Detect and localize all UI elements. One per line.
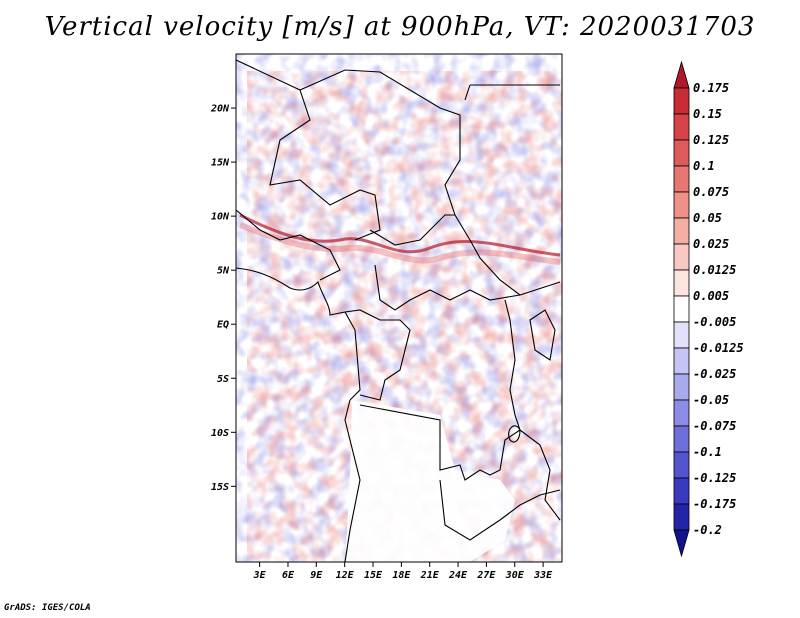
colorbar-label: -0.1 [693,445,722,459]
colorbar-label: 0.0125 [693,263,736,277]
colorbar-swatch [673,243,690,271]
colorbar-label: 0.075 [693,185,729,199]
colorbar-swatch [673,451,690,479]
lon-tick-label: 18E [392,570,411,581]
lon-tick-label: 15E [364,570,383,581]
country-borders [235,59,561,563]
field-shading [236,54,562,562]
colorbar-label: -0.125 [693,471,736,485]
colorbar-swatch [673,347,690,375]
colorbar-swatch [673,191,690,219]
lon-tick-label: 6E [282,570,295,581]
colorbar-swatch [673,295,690,323]
longitude-axis: 3E 6E 9E 12E 15E 18E 21E 24E 27E 30E 33E [253,562,553,581]
lat-tick-label: EQ [217,320,229,331]
colorbar-label: 0.05 [693,211,722,225]
colorbar-label: -0.005 [693,315,736,329]
colorbar-label: -0.2 [693,523,722,537]
colorbar-swatch [673,217,690,245]
colorbar-label: 0.025 [693,237,729,251]
lon-tick-label: 21E [420,570,440,581]
lat-tick-label: 5S [217,374,229,385]
colorbar-label: -0.075 [693,419,736,433]
lat-tick-label: 15S [211,482,229,493]
latitude-axis: 20N 15N 10N 5N EQ 5S 10S 15S [210,104,236,493]
lat-tick-label: 20N [210,104,230,115]
colorbar-label: 0.005 [693,289,729,303]
colorbar-label: -0.05 [693,393,729,407]
map-title: Vertical velocity [m/s] at 900hPa, VT: 2… [44,12,756,42]
colorbar-label: 0.15 [693,107,722,121]
colorbar-swatch [673,425,690,453]
grads-credit: GrADS: IGES/COLA [4,603,91,613]
lon-tick-label: 30E [505,570,525,581]
colorbar-label: -0.0125 [693,341,744,355]
colorbar-max-arrow [673,60,690,89]
plot-frame [235,53,563,563]
lat-tick-label: 15N [211,158,230,169]
colorbar-min-arrow [673,529,690,558]
colorbar-label: 0.175 [693,81,729,95]
lon-tick-label: 27E [476,570,496,581]
lon-tick-label: 24E [448,570,468,581]
lat-tick-label: 10S [211,428,229,439]
lat-tick-label: 5N [217,266,230,277]
colorbar-swatch [673,477,690,505]
colorbar-swatch [673,165,690,193]
colorbar-swatch [673,269,690,297]
colorbar-label: 0.125 [693,133,729,147]
lon-tick-label: 33E [533,570,553,581]
colorbar-swatch [673,399,690,427]
colorbar-swatch [673,321,690,349]
colorbar-swatch [673,87,690,115]
lat-tick-label: 10N [211,212,230,223]
colorbar-swatch [673,113,690,141]
colorbar-label: -0.025 [693,367,736,381]
colorbar-label: -0.175 [693,497,736,511]
lon-tick-label: 3E [253,570,267,581]
lon-tick-label: 12E [336,570,355,581]
colorbar-label: 0.1 [693,159,715,173]
colorbar-swatch [673,373,690,401]
lon-tick-label: 9E [310,570,323,581]
colorbar-swatch [673,139,690,167]
colorbar-swatch [673,503,690,531]
